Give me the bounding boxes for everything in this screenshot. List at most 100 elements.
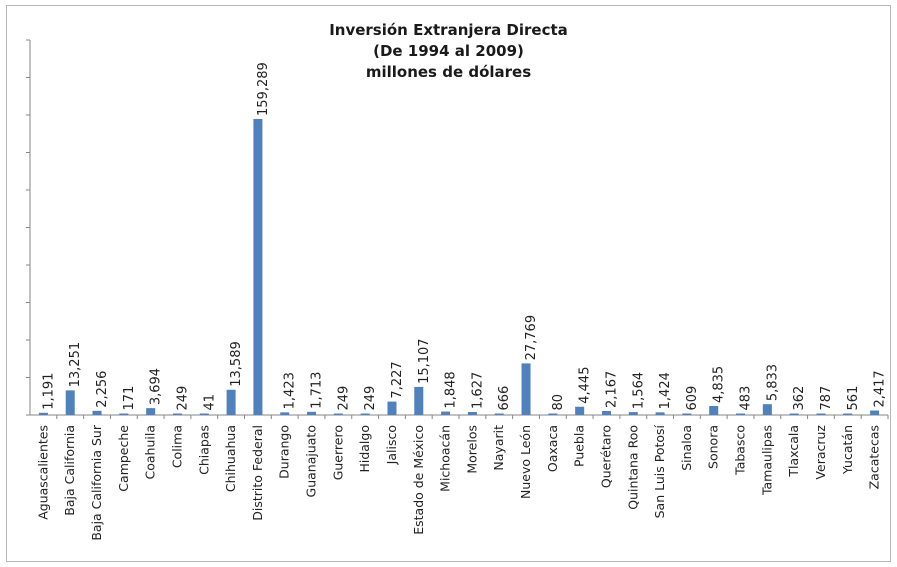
bar bbox=[682, 413, 692, 415]
category-label: Campeche bbox=[116, 425, 131, 492]
bar bbox=[736, 413, 746, 415]
bar-series bbox=[38, 119, 880, 415]
bar-value-label: 2,167 bbox=[604, 371, 619, 408]
bar bbox=[709, 406, 719, 415]
bar-value-label: 1,713 bbox=[310, 372, 325, 409]
bar-value-label: 1,423 bbox=[283, 372, 298, 409]
bar bbox=[601, 410, 611, 415]
category-label: Tlaxcala bbox=[786, 425, 801, 478]
category-label: Veracruz bbox=[813, 425, 828, 480]
bar-value-label: 4,445 bbox=[578, 367, 593, 404]
bar-value-label: 1,627 bbox=[470, 372, 485, 409]
bar bbox=[280, 412, 290, 415]
category-label: Coahuila bbox=[143, 425, 158, 480]
bar-value-label: 3,694 bbox=[149, 368, 164, 405]
bar bbox=[199, 413, 209, 415]
bar bbox=[762, 404, 772, 415]
bar bbox=[843, 413, 853, 415]
bar bbox=[119, 413, 129, 415]
bar-value-label: 249 bbox=[175, 386, 190, 411]
category-label: Tabasco bbox=[733, 425, 748, 476]
category-label: Oaxaca bbox=[545, 425, 560, 472]
chart-axes bbox=[26, 39, 889, 419]
bar bbox=[441, 411, 451, 415]
bar bbox=[870, 410, 880, 415]
bar-value-label: 13,589 bbox=[229, 341, 244, 387]
bar-value-label: 1,564 bbox=[631, 372, 646, 409]
category-label: Durango bbox=[277, 425, 292, 479]
bar bbox=[92, 410, 102, 415]
bar-value-label: 483 bbox=[739, 386, 754, 411]
bar-value-label: 1,848 bbox=[444, 371, 459, 408]
bar bbox=[146, 408, 156, 415]
category-label: Chiapas bbox=[196, 425, 211, 475]
bar-value-label: 666 bbox=[497, 386, 512, 411]
chart-subtitle-units: millones de dólares bbox=[365, 63, 532, 81]
bar bbox=[65, 390, 75, 415]
bar-value-label: 80 bbox=[551, 394, 566, 411]
category-label: Chihuahua bbox=[223, 425, 238, 492]
bar-value-label: 787 bbox=[819, 386, 834, 411]
bar bbox=[226, 389, 236, 415]
category-label: Tamaulipas bbox=[759, 425, 774, 496]
bar-value-label: 7,227 bbox=[390, 361, 405, 398]
bar bbox=[253, 119, 263, 415]
category-label: Guerrero bbox=[330, 425, 345, 480]
category-label: Sonora bbox=[706, 425, 721, 469]
category-label: Puebla bbox=[572, 425, 587, 467]
bar bbox=[655, 412, 665, 415]
bar-value-label: 249 bbox=[363, 386, 378, 411]
category-label: San Luis Potosí bbox=[652, 424, 667, 518]
bar-value-label: 609 bbox=[685, 386, 700, 411]
bar bbox=[816, 413, 826, 415]
category-label: Quintana Roo bbox=[625, 425, 640, 510]
category-label: Michoacán bbox=[438, 425, 453, 492]
bar bbox=[789, 413, 799, 415]
bar bbox=[467, 411, 477, 415]
category-label: Morelos bbox=[464, 425, 479, 474]
bar-value-label: 41 bbox=[202, 394, 217, 411]
bar bbox=[628, 412, 638, 415]
category-label: Baja California bbox=[62, 425, 77, 516]
bar bbox=[333, 413, 343, 415]
category-label: Sinaloa bbox=[679, 425, 694, 471]
category-label: Aguascalientes bbox=[35, 425, 50, 520]
chart-subtitle-period: (De 1994 al 2009) bbox=[373, 42, 524, 60]
chart-title-block: Inversión Extranjera Directa (De 1994 al… bbox=[0, 20, 897, 83]
bar bbox=[521, 363, 531, 415]
category-label: Distrito Federal bbox=[250, 425, 265, 521]
bar-value-label: 1,191 bbox=[41, 373, 56, 410]
bar-value-label: 2,417 bbox=[873, 370, 888, 407]
category-label: Guanajuato bbox=[304, 425, 319, 497]
bar bbox=[494, 413, 504, 415]
category-label: Estado de México bbox=[411, 425, 426, 535]
bar-value-label: 249 bbox=[336, 386, 351, 411]
bar bbox=[38, 412, 48, 415]
bar bbox=[575, 406, 585, 415]
category-label: Zacatecas bbox=[867, 425, 882, 489]
bar-value-label: 13,251 bbox=[68, 342, 83, 388]
category-labels: Aguascalientes Baja California Baja Califo… bbox=[35, 424, 881, 541]
chart-title: Inversión Extranjera Directa bbox=[329, 21, 568, 39]
bar-value-label: 4,835 bbox=[712, 366, 727, 403]
category-label: Hidalgo bbox=[357, 425, 372, 473]
bar-value-label: 561 bbox=[846, 386, 861, 411]
category-label: Nayarit bbox=[491, 425, 506, 471]
bar-value-label: 171 bbox=[122, 386, 137, 411]
category-label: Colima bbox=[169, 425, 184, 468]
bar-value-label: 15,107 bbox=[417, 338, 432, 384]
bar bbox=[387, 401, 397, 415]
bar bbox=[172, 413, 182, 415]
category-label: Yucatán bbox=[840, 425, 855, 475]
bar bbox=[414, 386, 424, 415]
category-label: Baja California Sur bbox=[89, 424, 104, 541]
category-label: Jalisco bbox=[384, 425, 399, 465]
chart-frame bbox=[6, 5, 891, 562]
bar-value-label: 27,769 bbox=[524, 315, 539, 361]
bar-value-label: 1,424 bbox=[658, 372, 673, 409]
bar bbox=[548, 413, 558, 415]
bar-value-label: 362 bbox=[792, 386, 807, 411]
bar-value-label: 5,833 bbox=[765, 364, 780, 401]
value-labels: 1,191 13,251 2,256 171 3,694 249 41 13,589 159,2… bbox=[41, 62, 887, 410]
